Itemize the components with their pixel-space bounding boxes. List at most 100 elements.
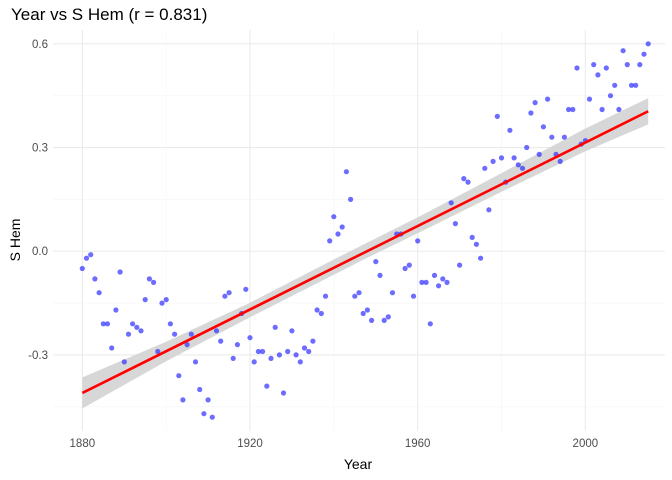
data-point [570,106,576,113]
data-point [511,155,517,161]
data-point [117,269,123,275]
data-point [515,162,521,168]
data-point [540,124,547,130]
x-tick-label: 1960 [405,438,431,450]
data-point [628,82,635,88]
data-point [557,158,563,164]
data-point [482,165,488,171]
data-point [293,352,299,358]
data-point [410,293,417,299]
data-point [607,93,614,99]
data-point [272,324,278,330]
data-point [306,348,312,355]
data-point [184,342,190,348]
data-point [297,359,303,365]
data-point [536,151,542,157]
data-point [197,386,203,393]
data-point [180,397,186,403]
data-point [79,265,85,272]
data-point [595,72,601,78]
data-point [151,279,157,285]
data-point [268,355,274,361]
data-point [285,348,291,355]
data-point [377,272,383,278]
data-point [427,321,433,327]
data-point [507,127,513,133]
data-point [230,355,236,361]
data-point [155,348,161,355]
data-point [159,300,165,306]
data-point [314,307,320,313]
data-point [327,238,333,244]
data-point [356,290,362,296]
y-axis-title: S Hem [7,219,23,262]
data-point [146,276,152,282]
data-point [83,255,90,261]
data-point [335,231,341,237]
data-point [423,279,429,285]
data-point [280,390,287,396]
data-point [113,307,119,313]
data-point [385,314,391,320]
data-point [289,328,295,334]
data-point [465,179,471,185]
data-point [448,200,454,206]
data-point [264,383,270,389]
data-point [222,293,228,299]
x-tick-labels: 1880 1920 1960 2000 [70,438,599,450]
data-point [599,106,605,113]
data-point [125,331,132,337]
data-point [645,41,651,47]
data-point [276,352,282,358]
data-point [163,297,169,303]
data-point [92,276,98,282]
data-point [603,65,609,71]
data-point [201,411,207,417]
data-point [364,307,370,313]
data-point [452,221,458,227]
data-point [88,252,94,258]
data-point [549,134,555,140]
data-point [561,134,568,140]
x-tick-label: 2000 [573,438,599,450]
data-point [406,262,412,268]
chart-title: Year vs S Hem (r = 0.831) [11,5,207,24]
data-point [205,397,211,403]
data-point [213,328,220,334]
data-point [473,241,479,247]
data-point [532,100,538,106]
y-tick-label: 0.6 [32,39,48,51]
data-point [591,62,597,68]
data-point [348,196,354,202]
data-point [100,321,106,327]
data-point [96,290,102,296]
data-point [121,359,127,365]
data-point [494,113,500,119]
data-point [192,359,199,365]
data-point [188,331,194,337]
data-point [612,82,618,88]
data-point [331,214,337,220]
data-point [431,272,438,278]
data-point [419,279,425,285]
data-point [260,348,266,355]
data-point [218,338,224,344]
data-point [486,207,492,213]
data-point [369,317,375,323]
data-point [109,345,115,351]
data-point [436,283,442,289]
data-point [633,82,639,88]
data-point [172,331,178,337]
data-point [478,255,484,261]
data-point [310,338,316,344]
data-point [142,297,148,303]
data-point [586,96,593,102]
data-point [138,328,144,334]
data-point [440,276,446,282]
regression-line [81,110,649,395]
data-point [624,62,630,68]
data-point [318,310,324,317]
data-point [389,290,396,296]
data-points [79,41,651,420]
